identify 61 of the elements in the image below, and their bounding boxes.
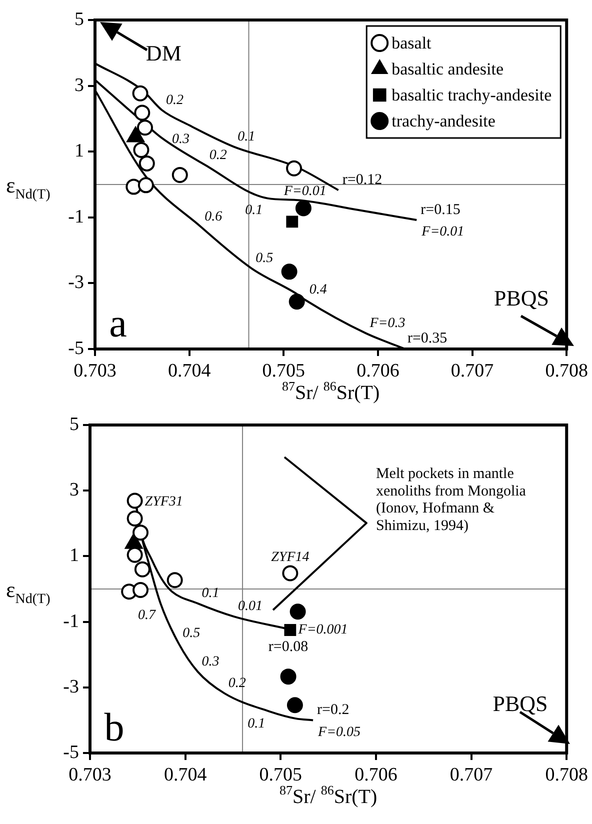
annotation: 0.3 [172,132,190,147]
annotation: 0.01 [238,599,262,614]
annotation: 0.2 [166,92,184,108]
annotation: b [104,704,124,750]
legend-label: trachy-andesite [392,111,496,130]
annotation: Melt pockets in mantle xenoliths from Mongolia (Ionov, Hofmann & Shimizu, 1994) [376,466,526,534]
y-tick-label: -1 [68,206,84,228]
annotation: 0.1 [238,129,256,144]
annotation: 0.7 [138,608,157,624]
x-tick-label: 0.708 [545,764,588,786]
y-tick-label: 5 [74,8,84,30]
annotation: DM [146,40,182,66]
x-tick-label: 0.705 [262,360,306,382]
series-label: r=0.35 [407,330,448,346]
y-tick-label: -1 [63,610,79,632]
annotation: 0.6 [204,209,222,224]
y-tick-label: 3 [70,480,79,501]
x-tick-label: 0.704 [164,764,208,786]
annotation: a [109,300,128,346]
x-tick-label: 0.708 [545,360,588,382]
legend-label: basaltic andesite [392,59,504,78]
annotation: PBQS [492,690,548,716]
annotation: 0.1 [202,586,220,602]
annotation: 0.5 [182,626,200,642]
series-label: r=0.12 [342,172,382,188]
x-tick-label: 0.707 [450,360,494,382]
annotation: 0.5 [256,251,274,266]
annotation: 0.3 [202,654,220,670]
annotation: 0.1 [248,716,266,732]
y-tick-label: -3 [68,272,84,294]
x-tick-label: 0.707 [450,764,493,786]
y-tick-label: 1 [74,140,84,162]
annotation: F=0.05 [317,724,361,740]
x-tick-label: 0.704 [168,360,212,382]
x-tick-label: 0.706 [356,360,400,382]
annotation: ZYF14 [271,550,310,565]
x-tick-label: 0.703 [74,360,116,382]
annotation: ZYF31 [144,494,183,510]
y-tick-label: 3 [74,74,84,96]
annotation: 0.2 [228,676,246,691]
series-label: r=0.08 [268,638,308,655]
annotation: 0.4 [309,282,327,298]
x-tick-label: 0.705 [259,764,302,786]
legend-label: basalt [392,33,432,52]
annotation: 0.2 [209,148,227,163]
x-tick-label: 0.703 [68,764,112,786]
y-tick-label: -3 [63,676,79,698]
annotation: F=0.3 [368,316,406,331]
annotation: PBQS [494,285,550,310]
annotation: F=0.01 [420,224,464,240]
annotation: F=0.01 [282,184,326,199]
series-label: r=0.2 [317,702,350,718]
annotation: F=0.001 [297,622,348,638]
series-label: r=0.15 [420,202,460,218]
legend-label: basaltic trachy-andesite [392,85,552,104]
annotation: 0.1 [245,203,263,218]
x-tick-label: 0.706 [354,764,398,786]
y-tick-label: 1 [70,545,79,566]
y-tick-label: -5 [63,742,79,763]
y-tick-label: 5 [70,414,79,435]
y-tick-label: -5 [68,338,84,359]
